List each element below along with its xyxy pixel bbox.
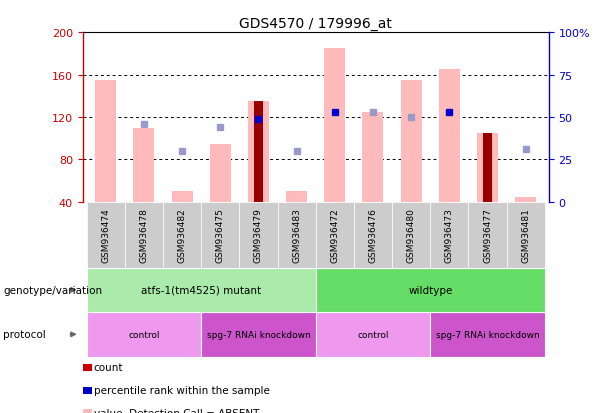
Bar bbox=[248, 102, 269, 202]
Text: protocol: protocol bbox=[3, 330, 46, 339]
Bar bbox=[354, 202, 392, 268]
Bar bbox=[278, 202, 316, 268]
Text: wildtype: wildtype bbox=[408, 285, 452, 295]
Bar bbox=[239, 202, 278, 268]
Bar bbox=[477, 133, 498, 202]
Bar bbox=[201, 202, 239, 268]
Text: atfs-1(tm4525) mutant: atfs-1(tm4525) mutant bbox=[141, 285, 261, 295]
Text: GSM936483: GSM936483 bbox=[292, 208, 301, 263]
Text: GSM936473: GSM936473 bbox=[445, 208, 454, 263]
Bar bbox=[468, 202, 506, 268]
Bar bbox=[515, 197, 536, 202]
Bar bbox=[172, 192, 192, 202]
Text: spg-7 RNAi knockdown: spg-7 RNAi knockdown bbox=[207, 330, 310, 339]
Bar bbox=[439, 70, 460, 202]
Bar bbox=[392, 202, 430, 268]
Text: percentile rank within the sample: percentile rank within the sample bbox=[94, 385, 270, 395]
Text: GSM936479: GSM936479 bbox=[254, 208, 263, 263]
Bar bbox=[286, 192, 307, 202]
Bar bbox=[401, 81, 422, 202]
Title: GDS4570 / 179996_at: GDS4570 / 179996_at bbox=[239, 17, 392, 31]
Text: GSM936476: GSM936476 bbox=[368, 208, 378, 263]
Bar bbox=[316, 312, 430, 357]
Text: GSM936482: GSM936482 bbox=[178, 208, 186, 263]
Text: GSM936481: GSM936481 bbox=[521, 208, 530, 263]
Text: spg-7 RNAi knockdown: spg-7 RNAi knockdown bbox=[436, 330, 539, 339]
Bar bbox=[316, 268, 545, 312]
Text: GSM936477: GSM936477 bbox=[483, 208, 492, 263]
Bar bbox=[430, 312, 545, 357]
Bar bbox=[86, 202, 125, 268]
Bar bbox=[210, 144, 230, 202]
Bar bbox=[201, 312, 316, 357]
Text: GSM936478: GSM936478 bbox=[139, 208, 148, 263]
Text: GSM936472: GSM936472 bbox=[330, 208, 339, 263]
Bar bbox=[86, 312, 201, 357]
Text: control: control bbox=[357, 330, 389, 339]
Text: genotype/variation: genotype/variation bbox=[3, 285, 102, 295]
Bar bbox=[163, 202, 201, 268]
Bar bbox=[254, 102, 263, 202]
Bar bbox=[316, 202, 354, 268]
Text: control: control bbox=[128, 330, 159, 339]
Text: GSM936474: GSM936474 bbox=[101, 208, 110, 263]
Bar bbox=[324, 49, 345, 202]
Text: GSM936480: GSM936480 bbox=[406, 208, 416, 263]
Bar bbox=[125, 202, 163, 268]
Bar bbox=[506, 202, 545, 268]
Bar bbox=[362, 112, 384, 202]
Bar bbox=[430, 202, 468, 268]
Text: GSM936475: GSM936475 bbox=[216, 208, 225, 263]
Text: count: count bbox=[94, 363, 123, 373]
Bar bbox=[134, 128, 154, 202]
Bar bbox=[95, 81, 116, 202]
Bar bbox=[86, 268, 316, 312]
Bar bbox=[483, 133, 492, 202]
Text: value, Detection Call = ABSENT: value, Detection Call = ABSENT bbox=[94, 408, 259, 413]
